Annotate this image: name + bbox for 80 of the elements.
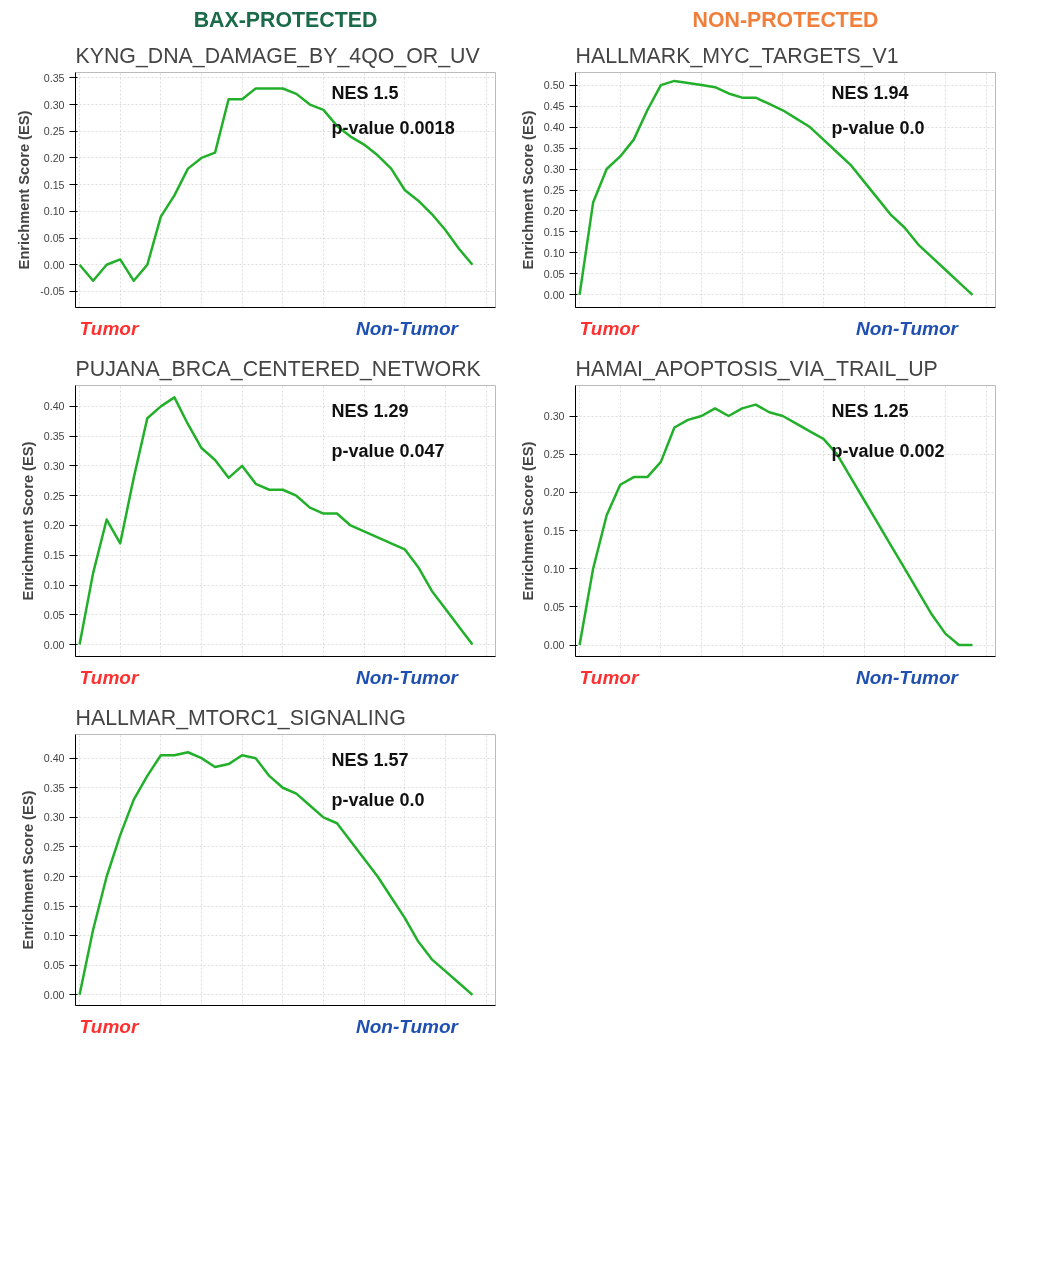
y-tick-label: 0.00 (43, 988, 65, 1001)
y-axis-title: Enrichment Score (ES) (519, 110, 536, 270)
y-tick-label: 0.30 (43, 98, 65, 111)
y-tick-label: 0.00 (43, 638, 65, 651)
line-series (78, 87, 474, 283)
y-tick-label: 0.15 (543, 225, 565, 238)
text: Tumor (79, 667, 140, 689)
chart-subtitle: BAX-PROTECTED (193, 7, 378, 32)
y-tick-label: 0.05 (43, 959, 65, 972)
y-tick-label: 0.15 (43, 178, 65, 191)
text: Non-Tumor (355, 667, 460, 689)
y-tick-label: 0.25 (43, 489, 65, 502)
y-tick-label: 0.25 (43, 125, 65, 138)
y-tick-label: 0.10 (43, 205, 65, 218)
y-tick-label: 0.40 (43, 400, 65, 413)
y-axis-title: Enrichment Score (ES) (19, 790, 36, 950)
y-tick-label: 0.15 (43, 549, 65, 562)
y-tick-label: 0.10 (543, 246, 565, 259)
y-tick-label: 0.40 (43, 752, 65, 765)
y-tick-label: 0.00 (543, 288, 565, 301)
y-tick-label: 0.25 (543, 448, 565, 461)
line-series (578, 79, 974, 297)
text: Non-Tumor (355, 1016, 460, 1038)
annotation: NES 1.5 (331, 83, 399, 104)
y-tick-label: 0.05 (43, 232, 65, 245)
y-tick-label: 0.35 (43, 71, 65, 84)
y-tick-label: 0.30 (43, 459, 65, 472)
y-tick-label: 0.20 (43, 519, 65, 532)
annotation: p-value 0.047 (331, 441, 445, 462)
chart-title: KYNG_DNA_DAMAGE_BY_4QO_OR_UV (75, 43, 481, 68)
y-tick-label: 0.40 (543, 121, 565, 134)
y-tick-label: 0.30 (543, 410, 565, 423)
text: Tumor (579, 318, 640, 340)
y-tick-label: 0.35 (43, 430, 65, 443)
annotation: p-value 0.0 (331, 790, 425, 811)
y-tick-label: 0.10 (43, 929, 65, 942)
y-tick-label: 0.15 (43, 900, 65, 913)
chart-subtitle: NON-PROTECTED (692, 7, 879, 32)
y-tick-label: 0.30 (43, 811, 65, 824)
y-tick-label: 0.05 (543, 600, 565, 613)
y-tick-label: 0.35 (43, 781, 65, 794)
y-tick-label: 0.45 (543, 100, 565, 113)
y-tick-label: 0.20 (543, 204, 565, 217)
annotation: NES 1.57 (331, 749, 409, 770)
text: Non-Tumor (855, 318, 960, 340)
y-tick-label: 0.20 (43, 870, 65, 883)
chart-title: PUJANA_BRCA_CENTERED_NETWORK (75, 356, 481, 381)
line-series (78, 751, 474, 997)
text: Non-Tumor (855, 667, 960, 689)
chart-title: HALLMAR_MTORC1_SIGNALING (75, 705, 406, 730)
y-axis-title: Enrichment Score (ES) (519, 441, 536, 601)
y-tick-label: 0.05 (543, 267, 565, 280)
line-series (78, 396, 474, 646)
y-tick-label: 0.25 (43, 840, 65, 853)
y-tick-label: 0.10 (543, 562, 565, 575)
text: Tumor (79, 318, 140, 340)
y-tick-label: 0.20 (543, 486, 565, 499)
y-tick-label: 0.25 (543, 184, 565, 196)
y-tick-label: 0.15 (543, 524, 565, 537)
y-tick-label: 0.00 (43, 258, 65, 271)
text: Non-Tumor (355, 318, 460, 340)
line-series (578, 403, 974, 647)
y-axis-title: Enrichment Score (ES) (19, 441, 36, 601)
y-axis-title: Enrichment Score (ES) (16, 110, 33, 270)
annotation: p-value 0.0 (831, 118, 925, 139)
y-tick-label: 0.10 (43, 579, 65, 592)
annotation: NES 1.29 (331, 400, 409, 421)
text: Tumor (79, 1016, 140, 1038)
y-tick-label: 0.20 (43, 151, 65, 164)
y-tick-label: -0.05 (40, 285, 65, 298)
text: Tumor (579, 667, 640, 689)
chart-title: HAMAI_APOPTOSIS_VIA_TRAIL_UP (575, 356, 938, 381)
y-tick-label: 0.35 (543, 142, 565, 155)
annotation: NES 1.94 (831, 83, 909, 104)
annotation: NES 1.25 (831, 400, 909, 421)
y-tick-label: 0.05 (43, 608, 65, 621)
y-tick-label: 0.00 (543, 639, 565, 652)
y-tick-label: 0.30 (543, 163, 565, 176)
y-tick-label: 0.50 (543, 79, 565, 92)
chart-title: HALLMARK_MYC_TARGETS_V1 (575, 43, 899, 68)
